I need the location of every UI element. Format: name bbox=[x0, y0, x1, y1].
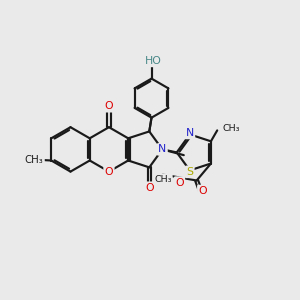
Text: CH₃: CH₃ bbox=[154, 175, 172, 184]
Text: CH₃: CH₃ bbox=[25, 155, 44, 165]
Text: O: O bbox=[145, 183, 154, 193]
Text: O: O bbox=[175, 178, 184, 188]
Text: O: O bbox=[198, 186, 207, 196]
Text: N: N bbox=[158, 144, 166, 154]
Text: O: O bbox=[105, 101, 113, 111]
Text: O: O bbox=[105, 167, 113, 177]
Text: HO: HO bbox=[145, 56, 161, 66]
Text: N: N bbox=[186, 128, 194, 138]
Text: S: S bbox=[186, 167, 193, 177]
Text: CH₃: CH₃ bbox=[223, 124, 240, 134]
